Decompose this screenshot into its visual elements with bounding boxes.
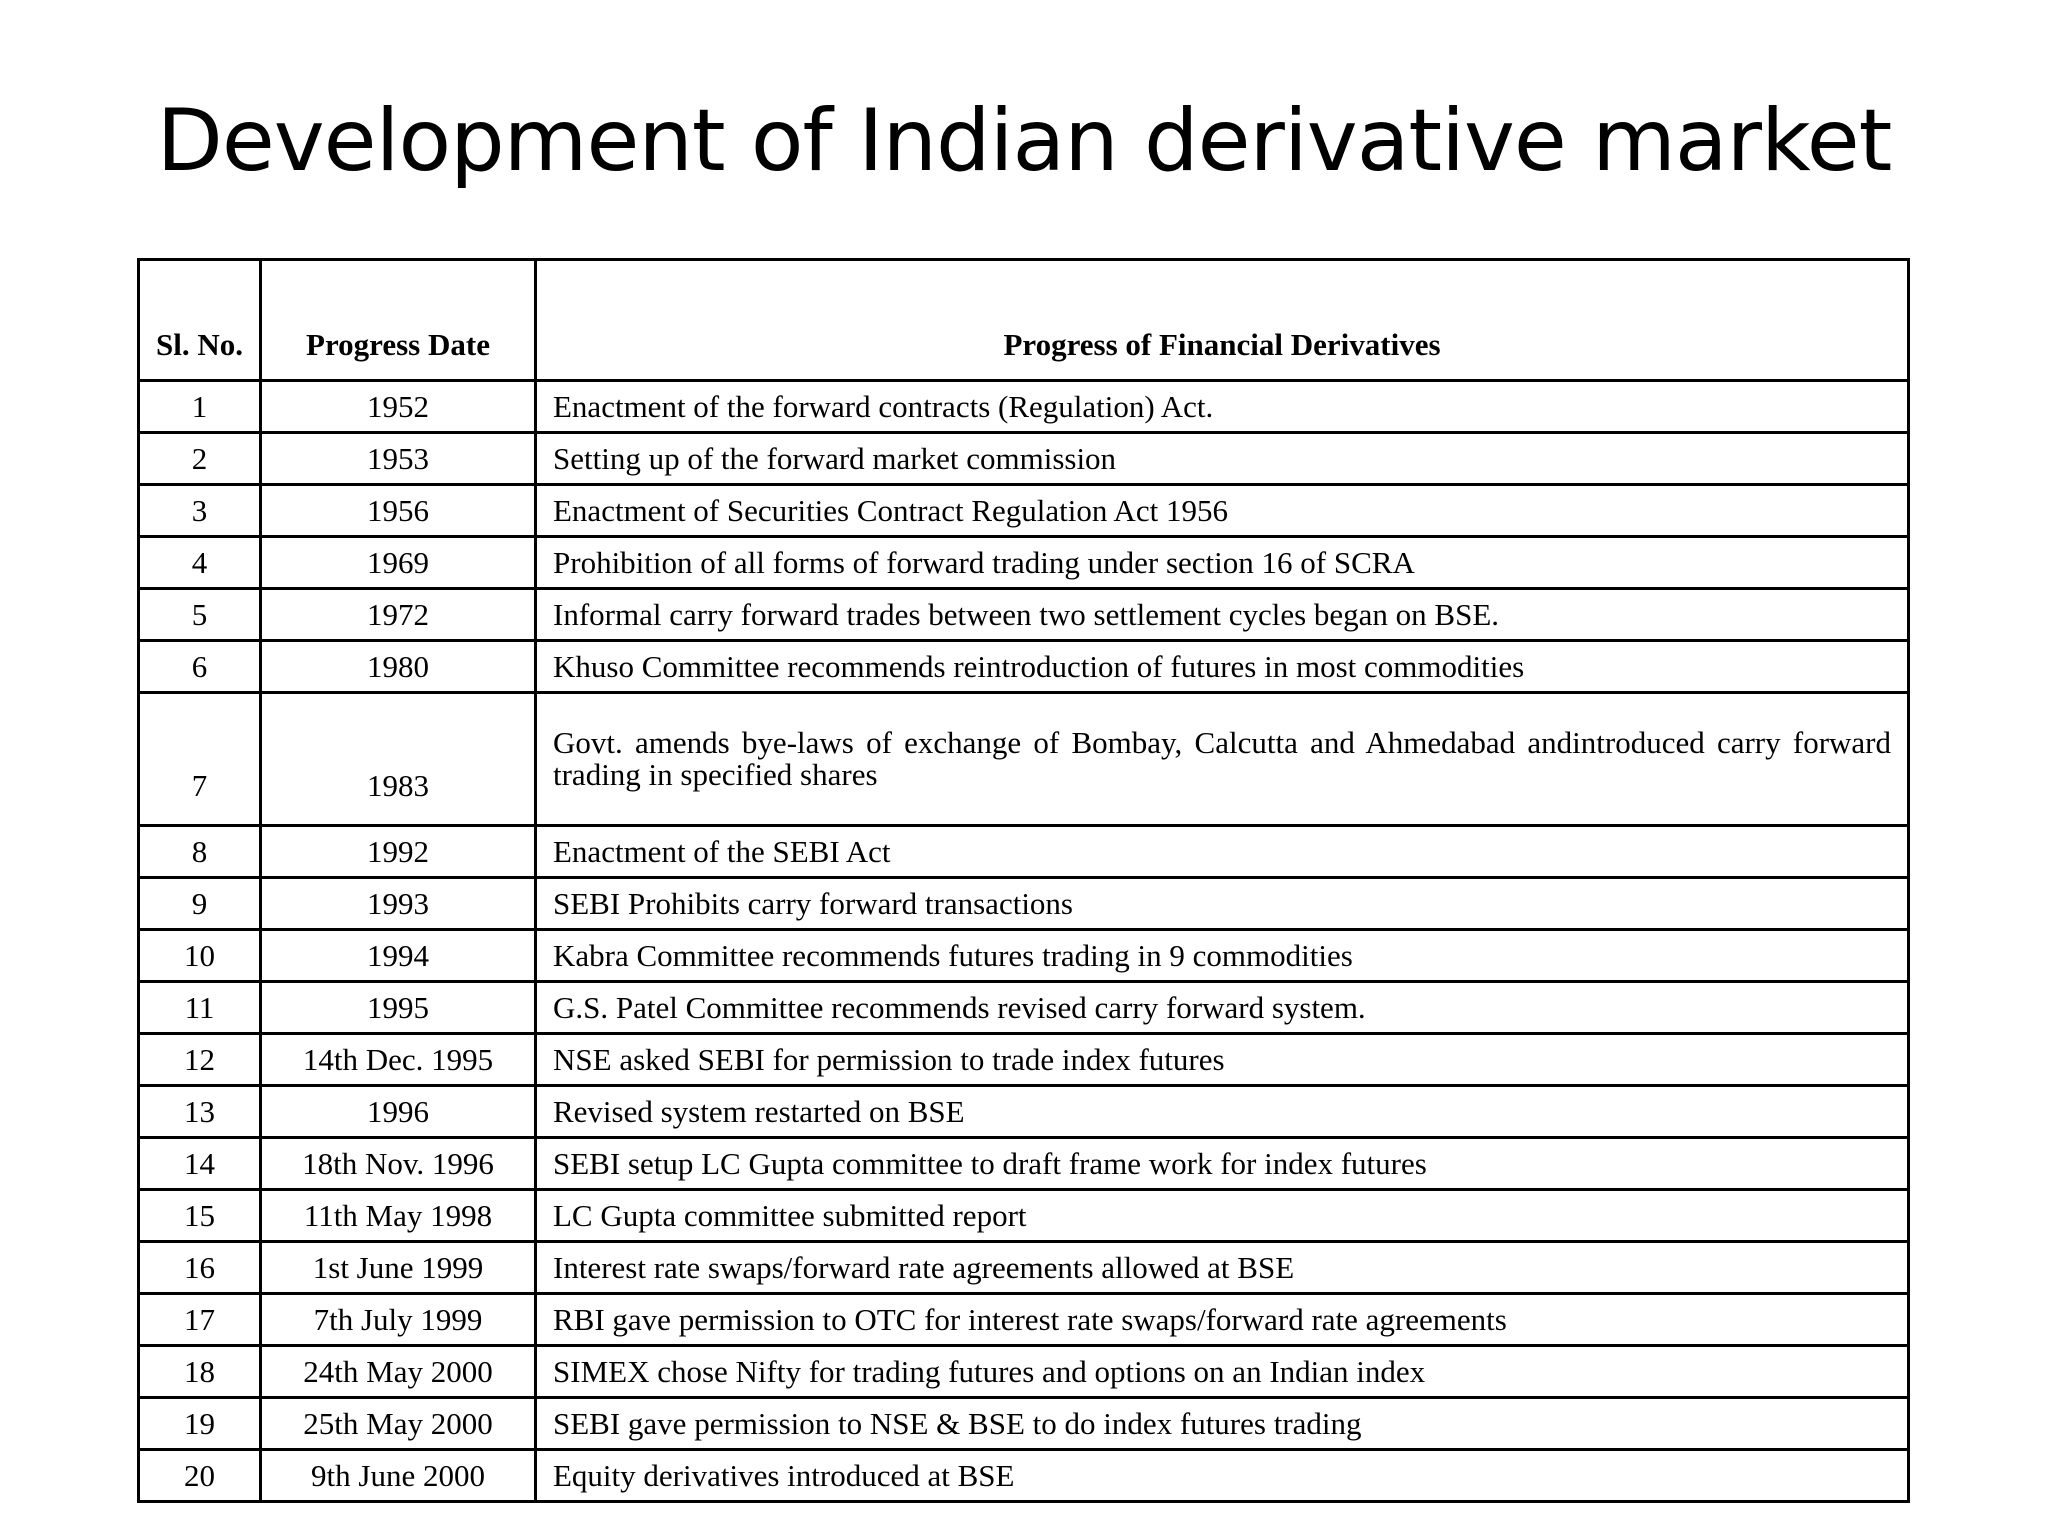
sl-cell: 6 <box>137 639 262 694</box>
date-cell: 1972 <box>259 587 537 642</box>
table-row: 14 18th Nov. 1996 SEBI setup LC Gupta comm… <box>137 1136 1910 1191</box>
progress-cell: Informal carry forward trades between tw… <box>534 587 1910 642</box>
progress-cell: SEBI Prohibits carry forward transaction… <box>534 876 1910 931</box>
date-cell: 1996 <box>259 1084 537 1139</box>
progress-cell: Prohibition of all forms of forward trad… <box>534 535 1910 590</box>
sl-cell: 19 <box>137 1396 262 1451</box>
date-cell: 1980 <box>259 639 537 694</box>
progress-cell: Enactment of the SEBI Act <box>534 824 1910 879</box>
table-row: 4 1969 Prohibition of all forms of forward… <box>137 535 1910 590</box>
date-cell: 1969 <box>259 535 537 590</box>
sl-cell: 2 <box>137 431 262 486</box>
header-sl-no: Sl. No. <box>137 258 262 382</box>
date-cell: 1st June 1999 <box>259 1240 537 1295</box>
date-cell: 11th May 1998 <box>259 1188 537 1243</box>
date-cell: 1956 <box>259 483 537 538</box>
progress-cell: Interest rate swaps/forward rate agreeme… <box>534 1240 1910 1295</box>
date-cell: 1983 <box>259 691 537 827</box>
date-cell: 25th May 2000 <box>259 1396 537 1451</box>
progress-cell: SEBI setup LC Gupta committee to draft f… <box>534 1136 1910 1191</box>
sl-cell: 14 <box>137 1136 262 1191</box>
progress-cell: Revised system restarted on BSE <box>534 1084 1910 1139</box>
table-row: 16 1st June 1999 Interest rate swaps/forwa… <box>137 1240 1910 1295</box>
date-cell: 1993 <box>259 876 537 931</box>
table-row: 19 25th May 2000 SEBI gave permission to N… <box>137 1396 1910 1451</box>
progress-cell: Setting up of the forward market commiss… <box>534 431 1910 486</box>
date-cell: 14th Dec. 1995 <box>259 1032 537 1087</box>
progress-cell: Enactment of Securities Contract Regulat… <box>534 483 1910 538</box>
progress-cell: Enactment of the forward contracts (Regu… <box>534 379 1910 434</box>
date-cell: 9th June 2000 <box>259 1448 537 1503</box>
date-cell: 18th Nov. 1996 <box>259 1136 537 1191</box>
table-row: 12 14th Dec. 1995 NSE asked SEBI for permi… <box>137 1032 1910 1087</box>
progress-cell: RBI gave permission to OTC for interest … <box>534 1292 1910 1347</box>
table-row: 1 1952 Enactment of the forward contracts … <box>137 379 1910 434</box>
header-progress-description: Progress of Financial Derivatives <box>534 258 1910 382</box>
sl-cell: 17 <box>137 1292 262 1347</box>
date-cell: 24th May 2000 <box>259 1344 537 1399</box>
sl-cell: 20 <box>137 1448 262 1503</box>
sl-cell: 3 <box>137 483 262 538</box>
sl-cell: 9 <box>137 876 262 931</box>
progress-cell: NSE asked SEBI for permission to trade i… <box>534 1032 1910 1087</box>
sl-cell: 11 <box>137 980 262 1035</box>
sl-cell: 16 <box>137 1240 262 1295</box>
progress-cell: Kabra Committee recommends futures tradi… <box>534 928 1910 983</box>
table-row: 5 1972 Informal carry forward trades betwe… <box>137 587 1910 642</box>
table-row: 7 1983 Govt. amends bye-laws of exchange o… <box>137 691 1910 827</box>
sl-cell: 8 <box>137 824 262 879</box>
date-cell: 1992 <box>259 824 537 879</box>
date-cell: 7th July 1999 <box>259 1292 537 1347</box>
sl-cell: 10 <box>137 928 262 983</box>
table-row: 17 7th July 1999 RBI gave permission to OT… <box>137 1292 1910 1347</box>
table-header-row: Sl. No. Progress Date Progress of Financ… <box>137 258 1910 382</box>
sl-cell: 12 <box>137 1032 262 1087</box>
table-row: 13 1996 Revised system restarted on BSE <box>137 1084 1910 1139</box>
table-row: 3 1956 Enactment of Securities Contract Re… <box>137 483 1910 538</box>
table-row: 6 1980 Khuso Committee recommends reintrod… <box>137 639 1910 694</box>
table-row: 2 1953 Setting up of the forward market co… <box>137 431 1910 486</box>
date-cell: 1994 <box>259 928 537 983</box>
sl-cell: 1 <box>137 379 262 434</box>
sl-cell: 4 <box>137 535 262 590</box>
table-row: 8 1992 Enactment of the SEBI Act <box>137 824 1910 879</box>
sl-cell: 5 <box>137 587 262 642</box>
table-row: 18 24th May 2000 SIMEX chose Nifty for tra… <box>137 1344 1910 1399</box>
progress-cell: Khuso Committee recommends reintroductio… <box>534 639 1910 694</box>
table-row: 11 1995 G.S. Patel Committee recommends re… <box>137 980 1910 1035</box>
table-row: 9 1993 SEBI Prohibits carry forward transa… <box>137 876 1910 931</box>
progress-cell: LC Gupta committee submitted report <box>534 1188 1910 1243</box>
progress-cell: Govt. amends bye-laws of exchange of Bom… <box>534 691 1910 827</box>
date-cell: 1953 <box>259 431 537 486</box>
table-row: 10 1994 Kabra Committee recommends futures… <box>137 928 1910 983</box>
sl-cell: 15 <box>137 1188 262 1243</box>
table-row: 15 11th May 1998 LC Gupta committee submit… <box>137 1188 1910 1243</box>
progress-cell: SEBI gave permission to NSE & BSE to do … <box>534 1396 1910 1451</box>
date-cell: 1995 <box>259 980 537 1035</box>
header-progress-date: Progress Date <box>259 258 537 382</box>
sl-cell: 7 <box>137 691 262 827</box>
sl-cell: 13 <box>137 1084 262 1139</box>
date-cell: 1952 <box>259 379 537 434</box>
sl-cell: 18 <box>137 1344 262 1399</box>
table-row: 20 9th June 2000 Equity derivatives introd… <box>137 1448 1910 1503</box>
progress-cell: SIMEX chose Nifty for trading futures an… <box>534 1344 1910 1399</box>
table-body: 1 1952 Enactment of the forward contracts … <box>137 379 1910 1503</box>
derivatives-timeline-table: Sl. No. Progress Date Progress of Financ… <box>137 258 1910 1503</box>
progress-cell: G.S. Patel Committee recommends revised … <box>534 980 1910 1035</box>
progress-cell: Equity derivatives introduced at BSE <box>534 1448 1910 1503</box>
slide-title: Development of Indian derivative market <box>156 91 1893 191</box>
